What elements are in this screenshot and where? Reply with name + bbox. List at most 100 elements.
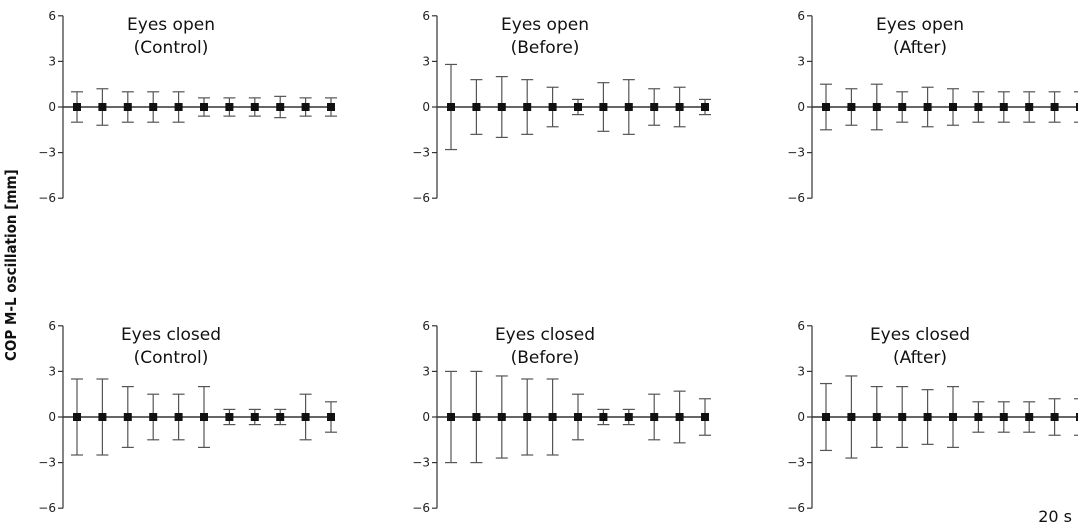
mean-marker [701,103,709,111]
mean-marker [301,103,310,111]
mean-marker [497,103,506,111]
mean-marker [822,413,830,421]
panel-title-line: Eyes closed [495,325,595,345]
errorbar-panel: 6 3 0 −3 −6 Eyes closed (Control) [38,319,337,515]
mean-marker [574,413,582,421]
mean-marker [250,413,259,421]
y-tick-label: 6 [797,319,805,333]
mean-marker [548,103,557,111]
mean-marker [250,103,259,111]
mean-marker [1076,413,1078,421]
mean-marker [301,413,310,421]
mean-marker [847,413,856,421]
mean-marker [574,103,582,111]
mean-marker [174,413,183,421]
mean-marker [999,413,1008,421]
panel-title-line: Eyes closed [121,325,221,345]
mean-marker [701,413,709,421]
mean-marker [923,413,932,421]
y-tick-label: 3 [797,364,805,378]
panel-title-line: Eyes closed [870,325,970,345]
mean-marker [949,103,957,111]
mean-marker [548,413,557,421]
mean-marker [123,413,132,421]
mean-marker [999,103,1008,111]
mean-marker [123,103,132,111]
y-tick-label: 6 [48,319,56,333]
errorbar-panel: 6 3 0 −3 −6 Eyes open (Control) [38,9,337,205]
panel-title-line: (Before) [511,38,580,58]
y-tick-label: −3 [38,146,56,160]
mean-marker [923,103,932,111]
y-tick-label: −6 [787,191,805,205]
mean-marker [650,103,659,111]
y-tick-label: 3 [422,364,430,378]
y-tick-label: 3 [48,54,56,68]
mean-marker [675,103,684,111]
y-tick-label: −6 [38,191,56,205]
mean-marker [1050,413,1059,421]
mean-marker [624,103,633,111]
mean-marker [276,103,285,111]
mean-marker [472,103,481,111]
errorbar-panel: 6 3 0 −3 −6 Eyes open (After) [787,9,1078,205]
panel-title-line: Eyes open [127,15,215,35]
y-tick-label: 0 [422,100,430,114]
mean-marker [447,103,455,111]
panel-title-line: Eyes open [501,15,589,35]
panel-title-line: (After) [893,348,947,368]
mean-marker [624,413,633,421]
mean-marker [898,103,907,111]
errorbar-panel: 6 3 0 −3 −6 Eyes open (Before) [412,9,711,205]
y-tick-label: 0 [422,410,430,424]
y-tick-label: 3 [422,54,430,68]
mean-marker [447,413,455,421]
mean-marker [98,413,107,421]
y-tick-label: −3 [38,456,56,470]
mean-marker [1050,103,1059,111]
mean-marker [225,413,234,421]
mean-marker [974,103,983,111]
mean-marker [650,413,659,421]
y-tick-label: 6 [797,9,805,23]
y-tick-label: −3 [412,146,430,160]
y-tick-label: 0 [48,410,56,424]
y-tick-label: 6 [422,9,430,23]
errorbar-panel: 6 3 0 −3 −6 Eyes closed (After) [787,319,1078,515]
mean-marker [675,413,684,421]
y-tick-label: −6 [787,501,805,515]
panel-title-line: (Control) [134,38,209,58]
y-axis-label: COP M-L oscillation [mm] [2,169,20,361]
y-tick-label: −6 [38,501,56,515]
mean-marker [872,103,881,111]
mean-marker [174,103,183,111]
mean-marker [949,413,957,421]
mean-marker [898,413,907,421]
mean-marker [225,103,234,111]
mean-marker [149,413,158,421]
mean-marker [1025,413,1034,421]
duration-label: 20 s [1038,507,1072,526]
panel-title-line: (Control) [134,348,209,368]
mean-marker [599,103,608,111]
errorbar-panel: 6 3 0 −3 −6 Eyes closed (Before) [412,319,711,515]
mean-marker [149,103,158,111]
y-tick-label: −6 [412,501,430,515]
panel-title-line: (Before) [511,348,580,368]
mean-marker [327,413,335,421]
y-tick-label: −3 [412,456,430,470]
mean-marker [200,413,208,421]
mean-marker [847,103,856,111]
y-tick-label: 6 [48,9,56,23]
y-tick-label: −6 [412,191,430,205]
mean-marker [200,103,208,111]
panel-title-line: (After) [893,38,947,58]
mean-marker [523,103,532,111]
y-tick-label: 6 [422,319,430,333]
y-tick-label: 3 [48,364,56,378]
panel-title-line: Eyes open [876,15,964,35]
mean-marker [1025,103,1034,111]
mean-marker [497,413,506,421]
mean-marker [872,413,881,421]
